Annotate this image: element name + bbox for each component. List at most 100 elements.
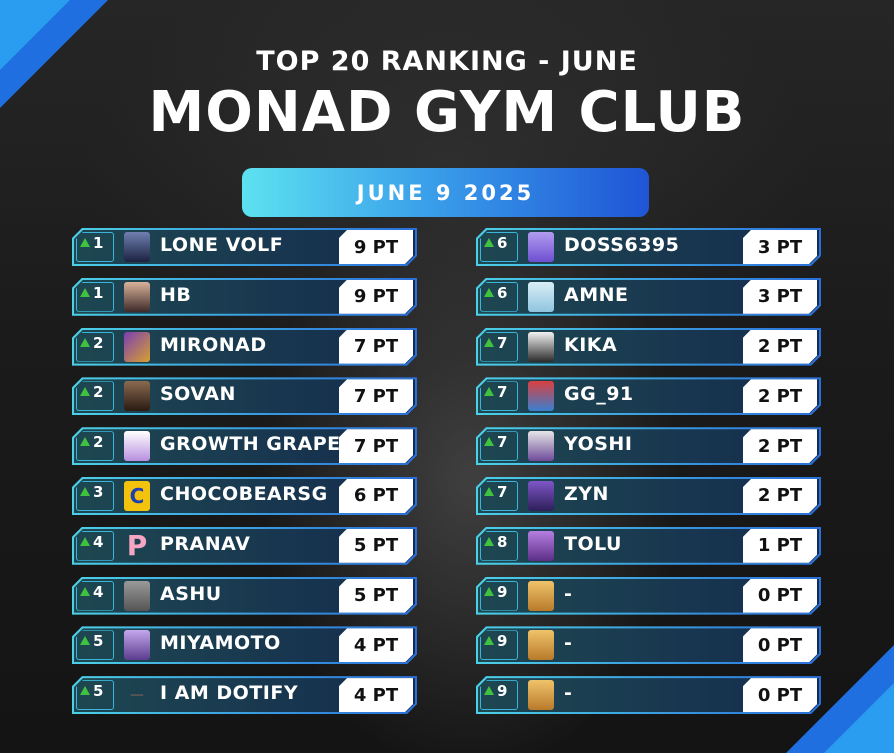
rank-up-icon (80, 437, 90, 447)
rank-number: 2 (93, 433, 104, 452)
cup-avatar-icon (528, 630, 554, 661)
rank-box (76, 232, 114, 262)
ranking-row: 4 P PRANAV 5 PT (72, 527, 417, 565)
player-name: PRANAV (160, 532, 251, 555)
rank-box (480, 580, 518, 611)
points-badge: 1 PT (743, 529, 817, 563)
points-badge: 0 PT (743, 678, 817, 712)
ranking-subtitle: TOP 20 RANKING - JUNE (256, 46, 638, 77)
rank-box (480, 630, 518, 661)
rank-up-icon (484, 686, 494, 696)
date-banner: JUNE 9 2025 (242, 168, 649, 217)
corner-decoration-top-left-inner (0, 0, 70, 70)
player-name: DOSS6395 (564, 234, 680, 256)
ranking-row: 2 MIRONAD 7 PT (72, 328, 417, 366)
points-badge: 0 PT (743, 579, 817, 613)
player-name: GG_91 (564, 383, 634, 406)
rank-number: 4 (93, 532, 104, 551)
player-name: LONE VOLF (160, 234, 284, 256)
rank-box (480, 480, 518, 511)
avatar (124, 281, 150, 312)
ranking-row: 7 ZYN 2 PT (476, 477, 821, 515)
rank-up-icon (80, 586, 90, 596)
player-name: I AM DOTIFY (160, 682, 299, 705)
rank-number: 9 (497, 632, 508, 651)
player-name: YOSHI (564, 433, 633, 456)
rank-box (76, 431, 114, 462)
rank-up-icon (80, 337, 90, 347)
rank-up-icon (484, 586, 494, 596)
avatar (124, 381, 150, 412)
rank-number: 7 (497, 482, 508, 501)
ranking-row: 4 ASHU 5 PT (72, 577, 417, 615)
rank-number: 9 (497, 682, 508, 701)
ranking-column-right: 6 DOSS6395 3 PT 6 AMNE 3 PT 7 KIKA 2 PT … (476, 228, 821, 726)
rank-number: 1 (93, 234, 104, 252)
avatar (528, 480, 554, 511)
avatar (124, 331, 150, 362)
points-badge: 4 PT (339, 678, 413, 712)
player-name: MIYAMOTO (160, 632, 281, 655)
points-badge: 2 PT (743, 479, 817, 513)
player-name: ZYN (564, 482, 609, 505)
rank-number: 9 (497, 582, 508, 601)
rank-box (480, 680, 518, 711)
rank-up-icon (484, 287, 494, 297)
points-badge: 4 PT (339, 628, 413, 662)
rank-box (76, 530, 114, 561)
avatar (124, 630, 150, 661)
player-name: TOLU (564, 532, 622, 555)
ranking-row: 2 GROWTH GRAPE 7 PT (72, 427, 417, 465)
points-badge: 5 PT (339, 529, 413, 563)
ranking-row: 7 KIKA 2 PT (476, 328, 821, 366)
player-name: SOVAN (160, 383, 236, 406)
rank-number: 6 (497, 283, 508, 302)
rank-number: 2 (93, 383, 104, 402)
rank-box (76, 480, 114, 511)
cup-avatar-icon (528, 580, 554, 611)
rank-up-icon (484, 337, 494, 347)
points-badge: 6 PT (339, 479, 413, 513)
rank-number: 7 (497, 333, 508, 352)
avatar (528, 331, 554, 362)
rank-up-icon (80, 238, 90, 247)
rank-up-icon (80, 536, 90, 546)
rank-box (76, 281, 114, 312)
rank-number: 3 (93, 482, 104, 501)
ranking-row: 7 GG_91 2 PT (476, 377, 821, 415)
avatar (528, 232, 554, 262)
rank-number: 6 (497, 234, 508, 252)
player-name: HB (160, 283, 192, 306)
ranking-row: 6 AMNE 3 PT (476, 278, 821, 316)
ranking-row: 9 - 0 PT (476, 577, 821, 615)
player-name: - (564, 582, 573, 605)
page-title: MONAD GYM CLUB (148, 80, 746, 145)
avatar (528, 381, 554, 412)
player-name: CHOCOBEARSG (160, 482, 328, 505)
rank-up-icon (80, 287, 90, 297)
points-badge: 5 PT (339, 579, 413, 613)
ranking-row: 9 - 0 PT (476, 676, 821, 714)
avatar: P (126, 529, 148, 563)
rank-box (76, 331, 114, 362)
points-badge: 2 PT (743, 330, 817, 364)
ranking-row: 7 YOSHI 2 PT (476, 427, 821, 465)
ranking-row: 6 DOSS6395 3 PT (476, 228, 821, 266)
player-name: ASHU (160, 582, 222, 605)
rank-up-icon (484, 536, 494, 546)
player-name: AMNE (564, 283, 629, 306)
points-badge: 0 PT (743, 628, 817, 662)
rank-box (480, 331, 518, 362)
rank-up-icon (80, 636, 90, 646)
rank-up-icon (484, 636, 494, 646)
rank-up-icon (484, 486, 494, 496)
points-badge: 9 PT (339, 230, 413, 264)
player-name: KIKA (564, 333, 618, 356)
points-badge: 3 PT (743, 230, 817, 264)
rank-number: 8 (497, 532, 508, 551)
rank-up-icon (80, 686, 90, 696)
ranking-row: 5 MIYAMOTO 4 PT (72, 626, 417, 664)
rank-box (76, 680, 114, 711)
rank-box (76, 630, 114, 661)
rank-number: 5 (93, 632, 104, 651)
